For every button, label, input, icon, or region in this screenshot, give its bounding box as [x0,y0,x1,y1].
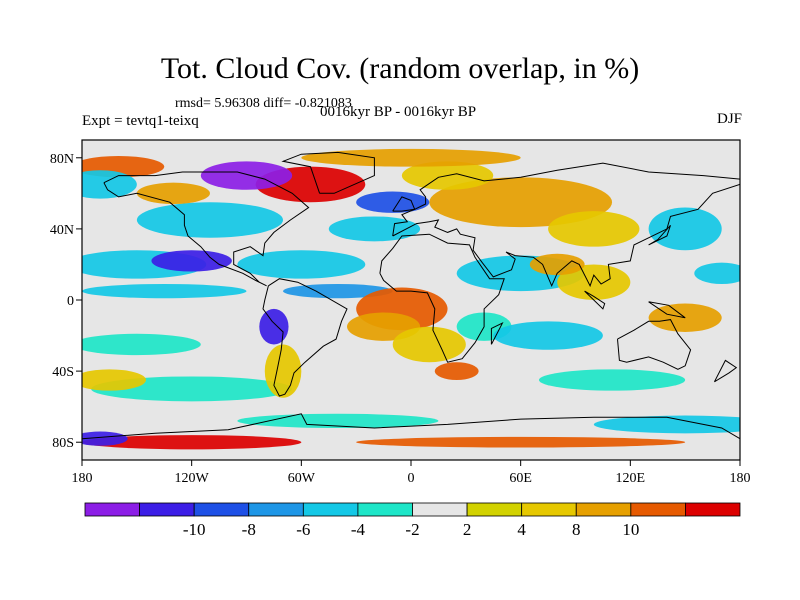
anomaly-patch [82,369,146,391]
y-tick-label: 40N [50,223,74,238]
anomaly-patch [259,308,289,345]
colorbar-label: 10 [622,520,639,539]
coastline [392,196,416,212]
colorbar-label: -6 [296,520,310,539]
anomaly-patch [82,435,302,450]
coastline [617,319,692,370]
anomaly-patch [82,284,247,299]
colorbar-label: -10 [183,520,206,539]
anomaly-patch [237,413,439,428]
map-area [82,140,740,460]
colorbar: -10 -8 -6 -4 -2 2 4 8 10 [84,502,741,539]
anomaly-patch [151,250,232,272]
anomaly-patch [548,211,640,247]
coastline [281,151,375,194]
colorbar-swatch [193,502,250,517]
coastline [392,162,740,288]
anomaly-patch [136,182,210,204]
period-label: 0016kyr BP - 0016kyr BP [320,104,477,120]
colorbar-swatch [412,502,468,517]
colorbar-swatch [466,502,523,517]
anomaly-patch [301,148,521,167]
y-tick-label: 80S [52,436,74,451]
anomaly-patch [557,264,631,300]
anomaly-patch [648,207,722,251]
x-tick-label: 60W [288,471,316,486]
colorbar-label: 2 [463,520,472,539]
coastline [648,301,686,319]
colorbar-label: -4 [351,520,366,539]
x-tick-label: 0 [408,471,415,486]
anomaly-patch [356,191,430,213]
coastline [648,224,671,246]
colorbar-swatch [575,502,632,517]
anomaly-patch [237,250,366,279]
anomaly-patch [82,333,201,356]
x-tick-label: 120E [616,471,646,486]
anomaly-patch [593,415,740,434]
anomaly-patch [136,202,284,238]
anomaly-field [82,148,740,450]
x-tick-label: 180 [72,471,93,486]
anomaly-patch [392,326,466,363]
plot-title: Tot. Cloud Cov. (random overlap, in %) [160,52,640,85]
anomaly-patch [283,284,393,299]
experiment-label: Expt = tevtq1-teixq [82,113,199,129]
y-tick-label: 40S [52,365,74,380]
x-axis: 180 120W 60W 0 60E 120E 180 [72,460,751,486]
anomaly-patch [356,436,686,448]
rmsd-diff-stats: rmsd= 5.96308 diff= -0.821083 [175,96,352,111]
anomaly-patch [82,170,137,199]
y-tick-label: 0 [67,294,74,309]
coastline [379,233,505,363]
colorbar-swatch [630,502,686,517]
anomaly-patch [538,369,686,391]
coastline [713,359,738,383]
colorbar-label: -8 [242,520,256,539]
colorbar-label: -2 [405,520,419,539]
colorbar-swatch [139,502,195,517]
coastline [584,290,606,310]
x-tick-label: 180 [730,471,751,486]
coastline [103,171,310,287]
colorbar-swatch [84,502,140,517]
x-tick-label: 120W [175,471,210,486]
coastline [82,413,740,440]
colorbar-swatch [685,502,741,517]
colorbar-swatch [521,502,577,517]
coastline [490,322,504,345]
colorbar-swatch [357,502,413,517]
anomaly-patch [529,253,585,276]
anomaly-patch [82,431,128,446]
anomaly-patch [328,216,421,242]
anomaly-patch [434,362,479,380]
anomaly-patch [694,262,740,284]
colorbar-label: 4 [517,520,526,539]
coastlines [82,151,740,440]
colorbar-label: 8 [572,520,581,539]
y-tick-label: 80N [50,152,74,167]
anomaly-patch [200,161,293,190]
y-axis: 80N 40N 0 40S 80S [50,152,82,451]
season-label: DJF [716,111,742,127]
colorbar-swatch [248,502,304,517]
coastline [262,278,348,397]
anomaly-patch [493,321,603,350]
x-tick-label: 60E [509,471,532,486]
colorbar-swatch [302,502,359,517]
